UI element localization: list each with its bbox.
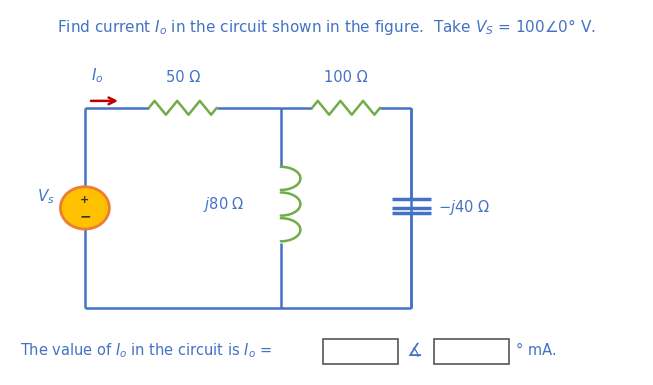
Text: $\measuredangle$: $\measuredangle$: [406, 341, 422, 360]
Text: $-j$40 Ω: $-j$40 Ω: [438, 198, 490, 218]
Text: +: +: [80, 195, 89, 205]
Text: ° mA.: ° mA.: [516, 343, 556, 358]
Text: −: −: [79, 209, 91, 223]
Text: 50 Ω: 50 Ω: [166, 70, 200, 85]
Text: $I_o$: $I_o$: [91, 66, 104, 85]
Bar: [323, 339, 398, 364]
Ellipse shape: [61, 187, 110, 229]
Bar: [434, 339, 509, 364]
Text: $V_s$: $V_s$: [37, 187, 55, 206]
Text: 100 Ω: 100 Ω: [325, 70, 368, 85]
Text: The value of $\mathit{I}_o$ in the circuit is $\mathit{I}_o$ =: The value of $\mathit{I}_o$ in the circu…: [20, 341, 272, 360]
Text: Find current $\mathit{I}_o$ in the circuit shown in the figure.  Take $V_S$ = 10: Find current $\mathit{I}_o$ in the circu…: [57, 17, 596, 37]
Text: $j$80 Ω: $j$80 Ω: [203, 194, 245, 214]
